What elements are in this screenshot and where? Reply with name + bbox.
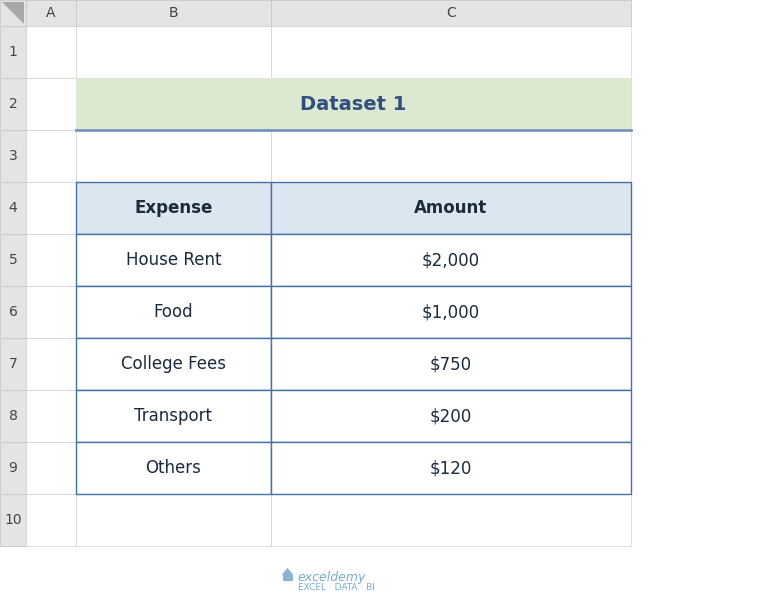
Text: 7: 7 <box>8 357 18 371</box>
Bar <box>26 0 76 26</box>
Bar <box>282 575 292 581</box>
Bar <box>76 442 271 494</box>
Text: A: A <box>46 6 56 20</box>
Bar <box>26 286 76 338</box>
Text: C: C <box>446 6 456 20</box>
Bar <box>0 390 26 442</box>
Bar <box>26 26 76 78</box>
Bar <box>0 442 26 494</box>
Bar <box>271 234 631 286</box>
Text: EXCEL · DATA · BI: EXCEL · DATA · BI <box>298 582 374 591</box>
Bar <box>26 338 76 390</box>
Bar <box>271 442 631 494</box>
Bar <box>76 390 271 442</box>
Bar <box>0 182 26 234</box>
Bar <box>271 26 631 78</box>
Bar <box>26 442 76 494</box>
Text: 1: 1 <box>8 45 18 59</box>
Bar <box>26 234 76 286</box>
Bar <box>76 390 271 442</box>
Bar <box>76 338 271 390</box>
Bar <box>76 286 271 338</box>
Text: $750: $750 <box>430 355 472 373</box>
Bar <box>26 494 76 546</box>
Bar <box>271 442 631 494</box>
Bar <box>76 286 271 338</box>
Text: $1,000: $1,000 <box>422 303 480 321</box>
Bar <box>271 182 631 234</box>
Bar <box>271 130 631 182</box>
Polygon shape <box>2 2 24 24</box>
Bar <box>0 338 26 390</box>
Polygon shape <box>281 568 294 575</box>
Bar <box>0 234 26 286</box>
Bar <box>0 494 26 546</box>
Bar <box>271 0 631 26</box>
Bar <box>0 286 26 338</box>
Bar <box>271 338 631 390</box>
Bar <box>76 338 271 390</box>
Bar <box>76 182 271 234</box>
Text: 8: 8 <box>8 409 18 423</box>
Text: 2: 2 <box>8 97 18 111</box>
Bar <box>271 494 631 546</box>
Bar <box>76 442 271 494</box>
Bar <box>271 234 631 286</box>
Text: Dataset 1: Dataset 1 <box>301 94 407 114</box>
Bar <box>76 234 271 286</box>
Bar <box>271 390 631 442</box>
Text: Expense: Expense <box>134 199 212 217</box>
Text: 4: 4 <box>8 201 18 215</box>
Bar <box>271 78 631 130</box>
Bar <box>26 78 76 130</box>
Bar <box>271 286 631 338</box>
Bar <box>26 130 76 182</box>
Bar <box>76 182 271 234</box>
Bar <box>0 130 26 182</box>
Text: B: B <box>169 6 178 20</box>
Bar <box>0 0 26 26</box>
Bar <box>76 78 631 130</box>
Text: $2,000: $2,000 <box>422 251 480 269</box>
Text: exceldemy: exceldemy <box>298 570 366 584</box>
Text: Food: Food <box>153 303 193 321</box>
Bar <box>271 182 631 234</box>
Bar <box>0 78 26 130</box>
Bar <box>26 390 76 442</box>
Bar <box>26 182 76 234</box>
Text: Transport: Transport <box>134 407 212 425</box>
Bar <box>0 26 26 78</box>
Bar <box>76 0 271 26</box>
Text: 10: 10 <box>4 513 21 527</box>
Text: 3: 3 <box>8 149 18 163</box>
Text: Others: Others <box>146 459 202 477</box>
Text: $200: $200 <box>430 407 472 425</box>
Text: 5: 5 <box>8 253 18 267</box>
Text: House Rent: House Rent <box>126 251 221 269</box>
Bar <box>271 338 631 390</box>
Text: College Fees: College Fees <box>121 355 226 373</box>
Bar <box>76 234 271 286</box>
Text: Amount: Amount <box>414 199 488 217</box>
Bar <box>271 286 631 338</box>
Bar <box>76 78 271 130</box>
Bar <box>76 494 271 546</box>
Bar <box>271 390 631 442</box>
Text: 6: 6 <box>8 305 18 319</box>
Text: $120: $120 <box>430 459 472 477</box>
Bar <box>76 130 271 182</box>
Bar <box>76 26 271 78</box>
Text: 9: 9 <box>8 461 18 475</box>
